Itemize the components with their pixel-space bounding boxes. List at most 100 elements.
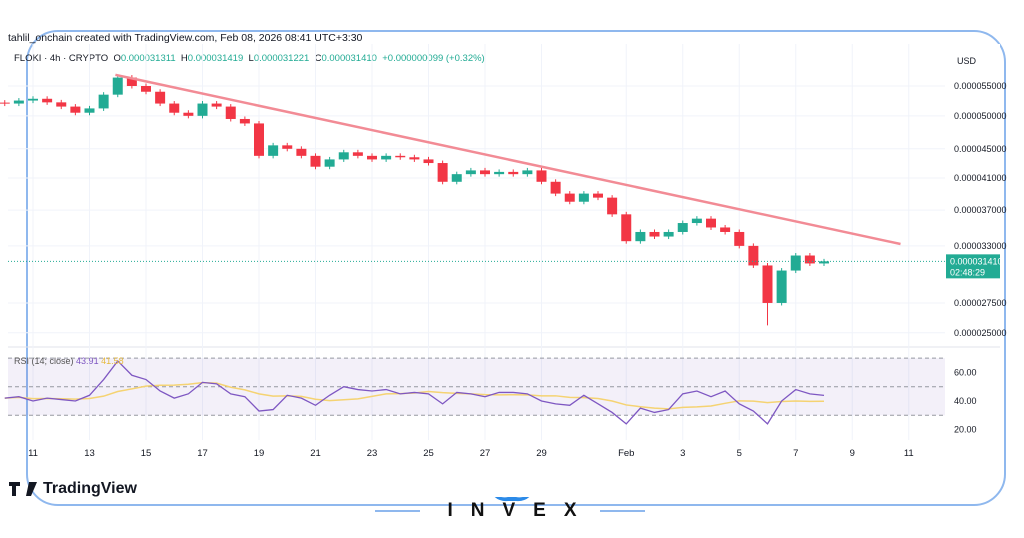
low-label: L xyxy=(248,53,254,64)
candle xyxy=(790,255,801,271)
change-value: +0.000000099 (+0.32%) xyxy=(382,53,485,64)
candle xyxy=(0,102,10,104)
time-tick: 23 xyxy=(367,448,378,459)
candle xyxy=(508,171,519,175)
rsi-tick: 40.00 xyxy=(954,396,977,406)
time-tick: 25 xyxy=(423,448,434,459)
candle xyxy=(70,106,81,113)
price-tick: 0.000025000 xyxy=(954,328,1007,338)
candle xyxy=(451,174,462,182)
candle xyxy=(720,227,731,232)
last-price-label: 0.000031410 xyxy=(950,256,1003,266)
close-value: 0.000031410 xyxy=(321,53,377,64)
ohlc-legend: FLOKI · 4h · CRYPTO O0.000031311 H0.0000… xyxy=(14,53,485,64)
candle xyxy=(13,100,24,104)
rsi-tick: 20.00 xyxy=(954,425,977,435)
candle xyxy=(183,112,194,116)
candle xyxy=(197,103,208,116)
tradingview-logo-icon xyxy=(9,482,37,496)
candle xyxy=(324,159,335,167)
rsi-ma-value: 41.58 xyxy=(101,356,124,366)
tradingview-logo: TradingView xyxy=(9,480,137,498)
low-value: 0.000031221 xyxy=(253,53,310,64)
time-tick: 3 xyxy=(680,448,685,459)
candle xyxy=(536,170,547,182)
time-tick: 11 xyxy=(904,448,914,459)
candle xyxy=(112,77,123,95)
rsi-legend: RSI (14; close) 43.91 41.58 xyxy=(14,356,124,366)
candle xyxy=(748,245,759,266)
price-tick: 0.000041000 xyxy=(954,173,1007,183)
candle xyxy=(126,77,137,86)
candle xyxy=(296,148,307,156)
candle xyxy=(28,98,38,101)
candle xyxy=(762,265,773,303)
candle xyxy=(282,145,293,149)
tradingview-wordmark: TradingView xyxy=(43,480,137,497)
invex-logo-graphic xyxy=(375,497,645,512)
candle xyxy=(494,171,505,175)
high-value: 0.000031419 xyxy=(187,53,244,64)
candle xyxy=(465,170,476,175)
invex-logo: INVEX xyxy=(0,497,1024,537)
last-price-badge xyxy=(946,254,1000,279)
invex-wordmark: INVEX xyxy=(447,500,595,521)
candle xyxy=(804,255,815,264)
candle xyxy=(550,181,561,194)
currency-label: USD xyxy=(957,56,977,66)
candle xyxy=(338,152,349,160)
candle xyxy=(239,118,250,124)
rsi-value: 43.91 xyxy=(76,356,99,366)
price-chart[interactable]: 0.000055000 0.000050000 0.000045000 0.00004… xyxy=(0,44,1024,464)
time-tick: 7 xyxy=(793,448,798,459)
time-tick: 5 xyxy=(737,448,742,459)
candle xyxy=(635,231,646,242)
candle xyxy=(225,106,236,119)
candle xyxy=(578,193,589,202)
candle xyxy=(254,123,264,156)
time-tick: 13 xyxy=(84,448,95,459)
candle xyxy=(607,197,618,215)
time-tick: 19 xyxy=(254,448,265,459)
close-label: C xyxy=(314,53,322,64)
candle xyxy=(84,108,95,113)
price-tick: 0.000037000 xyxy=(954,205,1007,215)
candle xyxy=(42,98,53,103)
candle xyxy=(593,193,603,198)
rsi-label: RSI (14; close) xyxy=(14,356,74,366)
candle xyxy=(381,155,392,160)
candle xyxy=(706,218,716,228)
open-label: O xyxy=(113,53,121,64)
symbol[interactable]: FLOKI · 4h · CRYPTO xyxy=(14,53,109,64)
time-tick: 11 xyxy=(28,448,38,459)
candle xyxy=(819,261,829,264)
candle xyxy=(169,103,180,113)
rsi-tick: 60.00 xyxy=(954,367,977,377)
candle xyxy=(480,170,490,175)
price-tick: 0.000027500 xyxy=(954,298,1007,308)
candle xyxy=(409,157,420,160)
time-tick: 17 xyxy=(197,448,208,459)
candle xyxy=(649,231,660,237)
attribution: tahlil_onchain created with TradingView.… xyxy=(8,32,363,44)
price-tick: 0.000033000 xyxy=(954,241,1007,251)
candle xyxy=(564,193,575,202)
candle xyxy=(367,155,377,160)
trendline xyxy=(115,73,901,246)
price-tick: 0.000050000 xyxy=(954,111,1007,121)
time-tick: 9 xyxy=(850,448,855,459)
candle xyxy=(98,94,109,109)
time-tick: 27 xyxy=(480,448,491,459)
time-tick: 21 xyxy=(310,448,321,459)
candle xyxy=(621,214,632,242)
candle xyxy=(663,231,674,237)
candle xyxy=(310,155,321,167)
time-tick: 15 xyxy=(141,448,152,459)
candle xyxy=(691,218,702,224)
candle xyxy=(211,103,222,107)
candle xyxy=(352,152,363,156)
high-label: H xyxy=(180,53,188,64)
candle xyxy=(437,163,448,182)
price-tick: 0.000055000 xyxy=(954,81,1007,91)
candle xyxy=(268,145,279,156)
